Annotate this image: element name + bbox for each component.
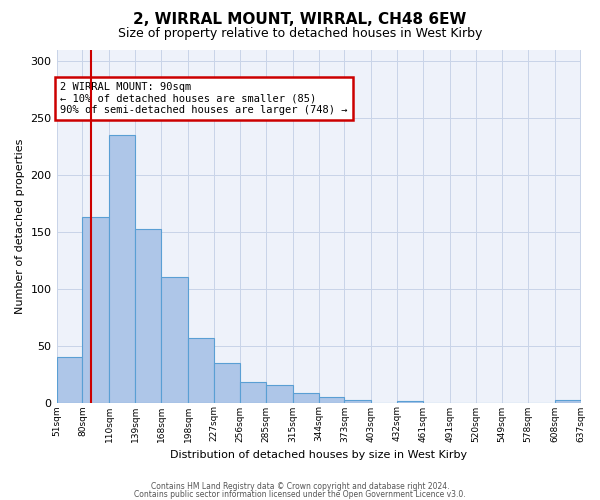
Bar (293, 394, 319, 402)
Bar (161, 278, 188, 402)
Text: Contains HM Land Registry data © Crown copyright and database right 2024.: Contains HM Land Registry data © Crown c… (151, 482, 449, 491)
Text: 2, WIRRAL MOUNT, WIRRAL, CH48 6EW: 2, WIRRAL MOUNT, WIRRAL, CH48 6EW (133, 12, 467, 28)
Bar (135, 228, 161, 402)
Bar (319, 397, 344, 402)
Text: 2 WIRRAL MOUNT: 90sqm
← 10% of detached houses are smaller (85)
90% of semi-deta: 2 WIRRAL MOUNT: 90sqm ← 10% of detached … (60, 82, 347, 115)
Bar (109, 136, 135, 402)
Bar (266, 386, 293, 402)
X-axis label: Distribution of detached houses by size in West Kirby: Distribution of detached houses by size … (170, 450, 467, 460)
Bar (344, 400, 371, 402)
Bar (240, 382, 266, 402)
Y-axis label: Number of detached properties: Number of detached properties (15, 138, 25, 314)
Bar (56, 357, 82, 403)
Bar (214, 362, 240, 403)
Bar (188, 338, 214, 402)
Text: Size of property relative to detached houses in West Kirby: Size of property relative to detached ho… (118, 28, 482, 40)
Text: Contains public sector information licensed under the Open Government Licence v3: Contains public sector information licen… (134, 490, 466, 499)
Bar (82, 217, 109, 402)
Bar (554, 400, 581, 402)
